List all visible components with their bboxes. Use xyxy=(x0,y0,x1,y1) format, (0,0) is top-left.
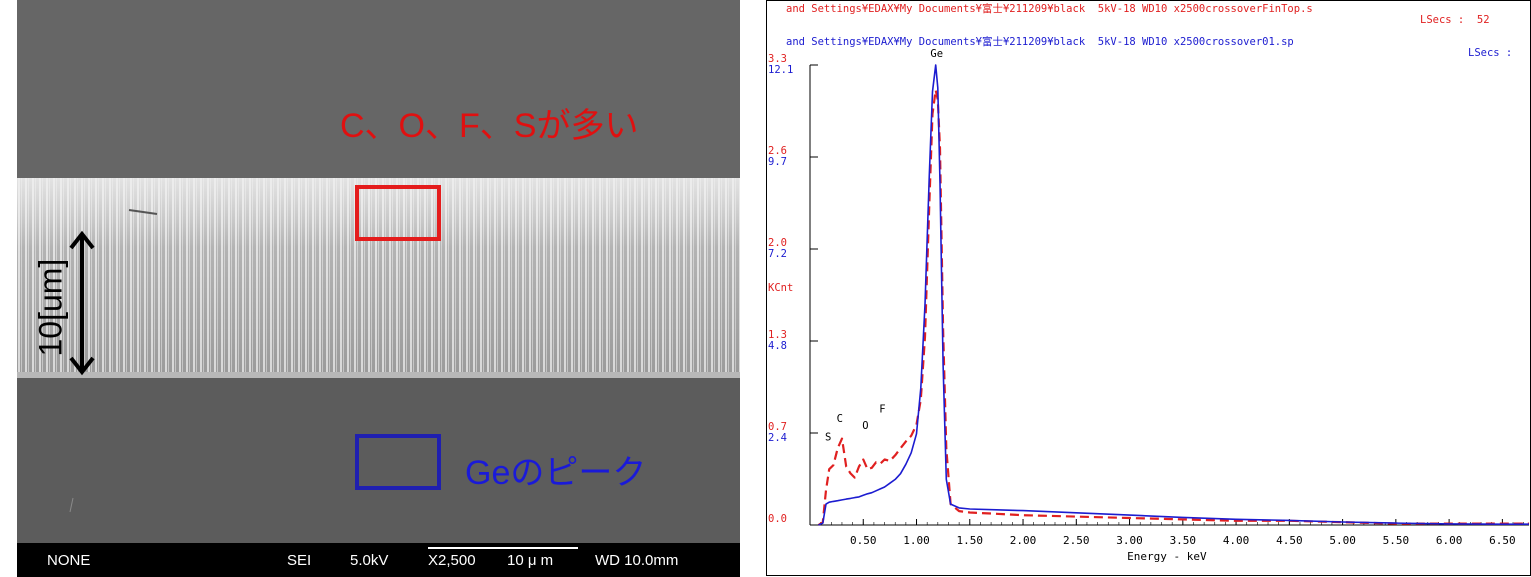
sem-mode: NONE xyxy=(47,552,91,569)
x-tick-label: 1.50 xyxy=(957,534,984,547)
peak-label-F: F xyxy=(879,403,885,415)
x-tick-label: 6.50 xyxy=(1489,534,1516,547)
x-tick-label: 4.50 xyxy=(1276,534,1303,547)
peak-label-Ge: Ge xyxy=(930,48,943,60)
series-line-crossover01 xyxy=(818,64,1529,526)
peak-label-C: C xyxy=(837,413,843,425)
y-tick-label-red: 0.7 xyxy=(768,421,787,433)
x-tick-label: 2.50 xyxy=(1063,534,1090,547)
sem-micrograph xyxy=(17,0,740,577)
chart-series-layer xyxy=(817,64,1529,526)
x-tick-label: 1.00 xyxy=(903,534,930,547)
y-tick-label-red: 2.0 xyxy=(768,237,787,249)
x-tick-label: 5.00 xyxy=(1329,534,1356,547)
red-region-box xyxy=(355,185,441,241)
sem-voltage: 5.0kV xyxy=(350,552,389,569)
scale-label-text: 10[um] xyxy=(32,258,69,357)
scale-arrow-icon xyxy=(69,230,95,376)
sem-magnification: X2,500 xyxy=(428,552,476,569)
peak-label-S: S xyxy=(825,431,831,443)
header-blue-line2: LSecs : xyxy=(1468,47,1513,59)
red-annotation: C、O、F、Sが多い xyxy=(340,107,639,145)
x-tick-label: 4.00 xyxy=(1223,534,1250,547)
x-tick-label: 0.50 xyxy=(850,534,877,547)
y-axis-label: KCnt xyxy=(768,282,793,294)
blue-annotation: Geのピーク xyxy=(465,454,647,492)
scale-label: 10[um] xyxy=(21,250,81,360)
y-tick-label-blue: 12.1 xyxy=(768,64,793,76)
header-red-line2: LSecs : 52 xyxy=(1420,14,1490,26)
x-tick-label: 2.00 xyxy=(1010,534,1037,547)
x-tick-label: 6.00 xyxy=(1436,534,1463,547)
sem-image-panel: C、O、F、Sが多い Geのピーク 10[um] NONE SEI 5.0kV … xyxy=(17,0,740,577)
sem-detector: SEI xyxy=(287,552,312,569)
sem-scale: 10 μ m xyxy=(507,552,554,569)
y-tick-label-blue: 9.7 xyxy=(768,156,787,168)
y-tick-label-blue: 2.4 xyxy=(768,432,787,444)
x-tick-label: 5.50 xyxy=(1383,534,1410,547)
chart-labels-layer: SC OF Ge xyxy=(825,48,943,443)
edx-spectrum-panel: and Settings¥EDAX¥My Documents¥富士¥211209… xyxy=(766,0,1531,577)
peak-label-O: O xyxy=(862,420,868,432)
y-tick-label-red: 1.3 xyxy=(768,329,787,341)
sem-info-bar: NONE SEI 5.0kV X2,500 10 μ m WD 10.0mm xyxy=(17,543,740,577)
x-tick-label: 3.50 xyxy=(1170,534,1197,547)
chart-axes: 0.0 0.7 1.3 2.0 2.6 3.3 2.4 4.8 7.2 9.7 12.1 KCnt 0.… xyxy=(768,53,1529,563)
header-blue-line1: and Settings¥EDAX¥My Documents¥富士¥211209… xyxy=(786,36,1294,48)
edx-chart: 0.0 0.7 1.3 2.0 2.6 3.3 2.4 4.8 7.2 9.7 12.1 KCnt 0.… xyxy=(768,48,1529,563)
x-tick-label: 3.00 xyxy=(1116,534,1143,547)
sem-wd: WD 10.0mm xyxy=(595,552,679,569)
header-red-line1: and Settings¥EDAX¥My Documents¥富士¥211209… xyxy=(786,3,1313,15)
y-tick-label-blue: 4.8 xyxy=(768,340,787,352)
y-tick-label-red: 3.3 xyxy=(768,53,787,65)
blue-region-box xyxy=(355,434,441,490)
x-axis-title: Energy - keV xyxy=(1127,550,1207,563)
y-tick-label-blue: 7.2 xyxy=(768,248,787,260)
y-tick-label-red: 2.6 xyxy=(768,145,787,157)
scale-bar xyxy=(428,547,578,549)
y-tick-label-red: 0.0 xyxy=(768,513,787,525)
